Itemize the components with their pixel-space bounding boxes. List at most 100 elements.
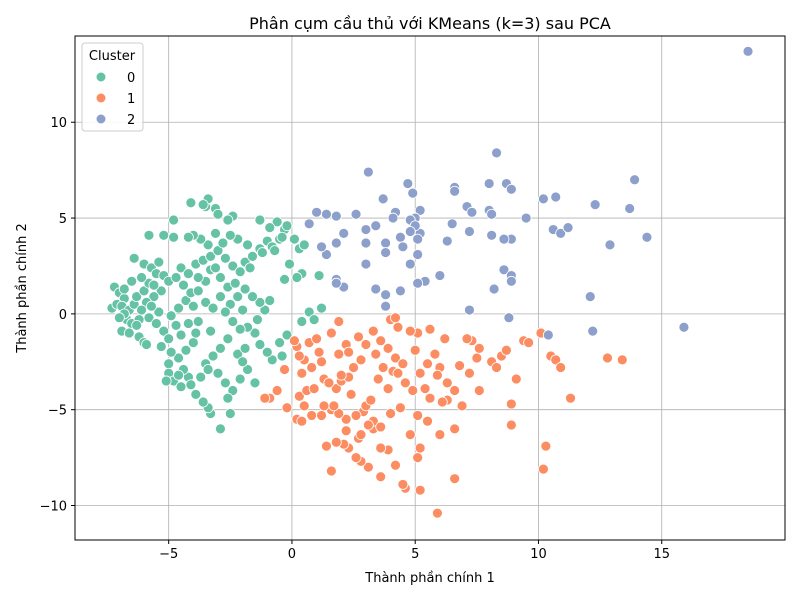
- data-point-cluster-0: [242, 364, 253, 375]
- data-point-cluster-0: [212, 245, 224, 257]
- data-point-cluster-1: [449, 473, 461, 485]
- data-point-cluster-1: [424, 323, 436, 335]
- x-axis-label: Thành phần chính 1: [364, 571, 494, 586]
- data-point-cluster-0: [192, 272, 204, 283]
- data-point-cluster-1: [501, 344, 512, 356]
- data-point-cluster-0: [136, 272, 147, 283]
- axis-ticks: −5 0 5 10 15 −10 −5 0 5 10: [40, 116, 670, 562]
- data-point-cluster-2: [404, 258, 416, 270]
- data-point-cluster-1: [397, 358, 409, 370]
- data-point-cluster-2: [380, 247, 392, 258]
- data-point-cluster-1: [491, 362, 502, 373]
- data-point-cluster-1: [372, 373, 384, 385]
- data-point-cluster-1: [424, 392, 436, 404]
- data-point-cluster-1: [360, 339, 372, 350]
- data-point-cluster-0: [239, 342, 251, 354]
- data-point-cluster-1: [313, 346, 325, 358]
- data-point-cluster-0: [136, 304, 147, 316]
- data-point-cluster-2: [380, 300, 392, 312]
- data-point-cluster-2: [449, 185, 461, 197]
- data-point-cluster-2: [412, 233, 424, 245]
- data-point-cluster-1: [602, 352, 613, 364]
- data-point-cluster-0: [160, 375, 172, 387]
- data-point-cluster-1: [436, 396, 448, 408]
- data-point-cluster-1: [449, 385, 461, 396]
- data-point-cluster-1: [296, 367, 308, 379]
- data-point-cluster-1: [550, 354, 562, 366]
- data-point-cluster-2: [434, 270, 446, 281]
- data-point-cluster-0: [266, 354, 278, 366]
- data-point-cluster-1: [325, 327, 337, 339]
- data-point-cluster-2: [589, 199, 601, 211]
- data-point-cluster-0: [173, 369, 184, 381]
- data-point-cluster-1: [392, 321, 404, 333]
- data-point-cluster-1: [375, 442, 387, 454]
- data-point-cluster-2: [387, 212, 399, 224]
- data-point-cluster-1: [328, 400, 340, 412]
- data-point-cluster-2: [441, 235, 453, 247]
- x-tick-label: −5: [159, 547, 178, 562]
- data-point-cluster-1: [375, 335, 387, 347]
- data-point-cluster-1: [340, 413, 352, 425]
- data-point-cluster-1: [308, 383, 320, 395]
- data-point-cluster-1: [355, 429, 367, 441]
- data-point-cluster-1: [330, 436, 342, 448]
- data-point-cluster-0: [215, 423, 226, 435]
- data-point-cluster-1: [382, 342, 394, 354]
- data-point-cluster-0: [190, 327, 202, 339]
- data-point-cluster-0: [224, 229, 236, 241]
- data-point-cluster-1: [333, 316, 345, 327]
- data-point-cluster-0: [298, 239, 310, 251]
- data-point-cluster-0: [222, 214, 234, 226]
- data-point-cluster-2: [395, 285, 406, 297]
- data-point-cluster-0: [215, 342, 226, 354]
- data-point-cluster-1: [390, 312, 401, 324]
- data-point-cluster-0: [249, 327, 261, 339]
- data-point-cluster-1: [370, 348, 382, 360]
- data-point-cluster-2: [555, 227, 567, 239]
- data-point-cluster-0: [210, 262, 221, 274]
- y-tick-label: −5: [48, 404, 67, 419]
- data-point-cluster-0: [249, 377, 261, 389]
- data-point-cluster-2: [446, 218, 458, 230]
- data-point-cluster-1: [412, 452, 424, 463]
- data-point-cluster-2: [303, 218, 315, 230]
- y-tick-label: 0: [59, 308, 67, 323]
- data-point-cluster-1: [367, 325, 379, 337]
- data-point-cluster-1: [505, 398, 517, 410]
- data-point-cluster-0: [264, 295, 276, 306]
- data-point-cluster-0: [118, 283, 130, 295]
- data-point-cluster-1: [289, 335, 300, 347]
- data-point-cluster-0: [224, 408, 236, 419]
- data-point-cluster-0: [155, 341, 167, 352]
- data-point-cluster-0: [269, 245, 281, 257]
- data-point-cluster-0: [187, 337, 199, 349]
- data-point-cluster-0: [234, 373, 246, 385]
- y-tick-label: 5: [59, 212, 67, 227]
- data-point-cluster-2: [412, 249, 424, 260]
- data-point-cluster-0: [170, 272, 182, 283]
- data-point-cluster-2: [562, 222, 574, 234]
- data-point-cluster-2: [380, 237, 392, 249]
- data-point-cluster-2: [362, 166, 374, 178]
- data-point-cluster-0: [247, 291, 258, 303]
- data-point-cluster-0: [165, 346, 177, 358]
- legend: Cluster 0 1 2: [81, 42, 144, 132]
- data-point-cluster-0: [187, 300, 199, 312]
- data-point-cluster-2: [316, 241, 327, 253]
- data-point-cluster-1: [348, 362, 359, 373]
- data-point-cluster-1: [330, 383, 342, 395]
- data-point-cluster-2: [486, 229, 498, 241]
- data-point-cluster-1: [333, 348, 345, 360]
- data-point-cluster-0: [279, 273, 290, 285]
- data-point-cluster-2: [330, 210, 342, 222]
- data-point-cluster-0: [271, 216, 283, 228]
- data-point-cluster-1: [565, 392, 576, 404]
- y-tick-label: −10: [40, 500, 67, 515]
- data-point-cluster-0: [232, 348, 244, 360]
- data-point-cluster-0: [212, 208, 224, 220]
- data-point-cluster-2: [414, 204, 426, 216]
- data-point-cluster-0: [227, 316, 239, 327]
- data-point-cluster-0: [197, 199, 209, 211]
- data-point-cluster-1: [505, 419, 517, 431]
